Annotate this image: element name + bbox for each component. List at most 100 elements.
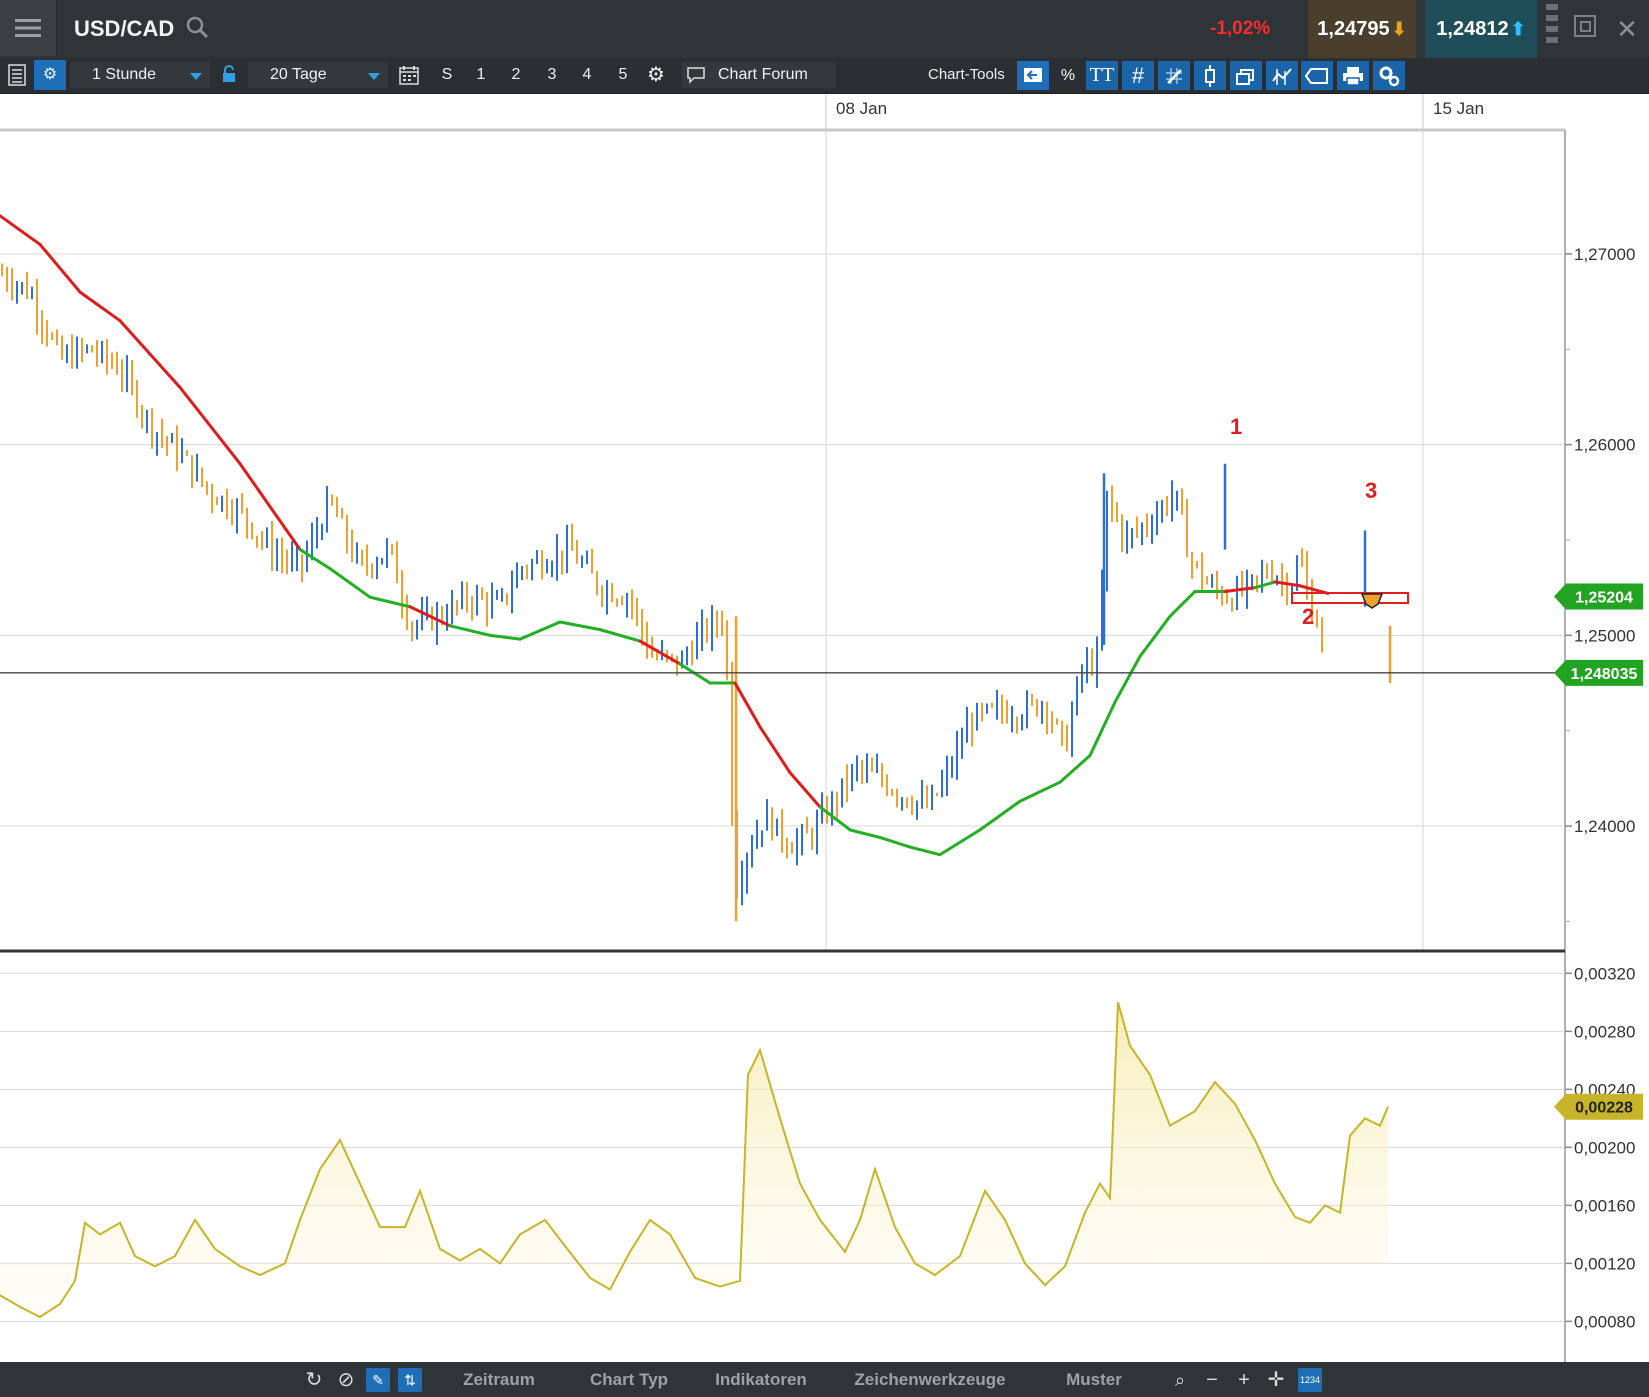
- crosshair-draw-icon[interactable]: [1158, 61, 1190, 90]
- grid-icon[interactable]: #: [1122, 61, 1154, 90]
- moving-average-segment: [1138, 614, 1172, 658]
- interval-value: 1 Stunde: [92, 66, 157, 83]
- zoom-search-icon[interactable]: ⌕: [1174, 1370, 1186, 1390]
- search-icon[interactable]: [186, 16, 210, 45]
- moving-average-segment: [733, 681, 762, 729]
- moving-average-segment: [368, 595, 412, 609]
- order-marker-icon[interactable]: [1360, 593, 1384, 609]
- y-tick-label: 1,26000: [1574, 436, 1635, 455]
- muster-tab[interactable]: Muster: [1066, 1370, 1122, 1389]
- calendar-icon[interactable]: [396, 62, 422, 88]
- moving-average-segment: [598, 628, 642, 643]
- moving-average-segment: [558, 620, 602, 632]
- moving-average-segment: [638, 639, 682, 666]
- price-chart[interactable]: 08 Jan 15 Jan 1,27000 1,26000 1,25000 1,240…: [0, 94, 1649, 1362]
- zeichenwerkzeuge-tab[interactable]: Zeichenwerkzeuge: [854, 1370, 1006, 1389]
- y-tick-label: 0,00160: [1574, 1196, 1635, 1215]
- annotation-1: 1: [1230, 414, 1242, 439]
- moving-average-segment: [38, 242, 82, 294]
- list-icon[interactable]: [4, 62, 30, 88]
- annotation-3: 3: [1365, 478, 1377, 503]
- moving-average-segment: [788, 771, 822, 809]
- close-icon[interactable]: ✕: [1616, 14, 1638, 44]
- label-tag-icon[interactable]: [1301, 61, 1333, 90]
- range-button-5[interactable]: 5: [618, 66, 628, 83]
- indicator-area-fill: [0, 1002, 1388, 1317]
- detach-window-icon[interactable]: [1570, 14, 1600, 44]
- candlestick-icon[interactable]: [1194, 61, 1226, 90]
- moving-average-segment: [1168, 589, 1197, 618]
- zoom-in-icon[interactable]: +: [1238, 1369, 1250, 1391]
- ask-price-button[interactable]: 1,24812 ⬆: [1425, 0, 1537, 58]
- price-gridlines: [0, 253, 1565, 827]
- indicator-chart-icon[interactable]: [1266, 61, 1298, 90]
- crosshair-icon[interactable]: ✛: [1267, 1369, 1285, 1391]
- y-tick-label: 0,00080: [1574, 1312, 1635, 1331]
- indicator-panel: 0,003200,002800,002400,002000,001600,001…: [0, 964, 1643, 1331]
- zoom-out-icon[interactable]: −: [1206, 1369, 1218, 1391]
- y-tick-label: 0,00120: [1574, 1254, 1635, 1273]
- symbol-label: USD/CAD: [74, 16, 175, 41]
- moving-average-segment: [448, 624, 492, 637]
- hamburger-icon: [15, 19, 41, 37]
- text-tool-icon[interactable]: TT: [1086, 61, 1118, 90]
- lock-icon[interactable]: [218, 62, 240, 88]
- settings-gear-icon[interactable]: ⚙: [34, 60, 66, 90]
- moving-average-segment: [818, 805, 852, 832]
- data-table-icon[interactable]: 1234: [1298, 1368, 1322, 1392]
- bid-price: 1,24795: [1317, 17, 1390, 40]
- x-tick-label: 08 Jan: [836, 99, 887, 118]
- print-icon[interactable]: [1337, 61, 1369, 90]
- chevron-down-icon: [368, 73, 380, 80]
- moving-average-segment: [118, 319, 182, 389]
- moving-average-segment: [518, 620, 562, 641]
- moving-average-segment: [328, 567, 372, 599]
- range-button-4[interactable]: 4: [582, 66, 592, 83]
- range-button-3[interactable]: 3: [547, 66, 557, 83]
- moving-average-segment: [298, 548, 332, 571]
- moving-average-segment: [938, 828, 982, 857]
- range-dropdown[interactable]: 20 Tage: [248, 62, 388, 88]
- prohibit-icon[interactable]: ⊘: [337, 1369, 355, 1391]
- range-button-2[interactable]: 2: [511, 66, 521, 83]
- moving-average-segment: [488, 633, 522, 641]
- indicator-axis: 0,003200,002800,002400,002000,001600,001…: [1565, 964, 1635, 1331]
- moving-average-segment: [1058, 753, 1092, 784]
- sort-arrows-icon[interactable]: ⇅: [398, 1368, 422, 1392]
- chart-settings-icon[interactable]: [1373, 61, 1405, 90]
- menu-button[interactable]: [0, 0, 57, 56]
- chart-forum-button[interactable]: Chart Forum: [682, 62, 836, 88]
- range-button-1[interactable]: 1: [476, 66, 486, 83]
- moving-average-segment: [1113, 654, 1142, 704]
- back-arrow-icon[interactable]: [1017, 61, 1049, 90]
- chart-typ-tab[interactable]: Chart Typ: [589, 1370, 669, 1389]
- drag-handle-icon[interactable]: [1546, 4, 1558, 54]
- price-tag-label: 1,25204: [1575, 589, 1633, 606]
- range-button-s[interactable]: S: [441, 66, 453, 83]
- price-axis: 1,27000 1,26000 1,25000 1,24000: [1565, 245, 1635, 922]
- chart-toolbar: ⚙ 1 Stunde 20 Tage S 1 2 3 4 5 ⚙ Chart F…: [0, 58, 1649, 94]
- range-value: 20 Tage: [270, 66, 327, 83]
- moving-average-segment: [0, 214, 42, 246]
- time-axis: [0, 94, 1649, 130]
- layers-icon[interactable]: [1230, 61, 1262, 90]
- price-tag-shape: [1554, 659, 1643, 686]
- support-zone-rectangle[interactable]: [1291, 592, 1409, 604]
- moving-average-segment: [78, 290, 122, 323]
- bottom-toolbar: ↻ ⊘ ✎ ⇅ Zeitraum Chart Typ Indikatoren Z…: [0, 1362, 1649, 1397]
- refresh-icon[interactable]: ↻: [305, 1369, 323, 1391]
- indikatoren-tab[interactable]: Indikatoren: [715, 1370, 807, 1389]
- zeitraum-tab[interactable]: Zeitraum: [463, 1370, 535, 1389]
- moving-average-segment: [1253, 580, 1277, 590]
- percent-toggle[interactable]: %: [1060, 67, 1076, 84]
- pencil-icon[interactable]: ✎: [366, 1368, 390, 1392]
- interval-dropdown[interactable]: 1 Stunde: [70, 62, 210, 88]
- bid-price-button[interactable]: 1,24795 ⬇: [1308, 0, 1416, 58]
- price-tag-shape: [1554, 583, 1643, 610]
- indicator-value-tag: 0,00228: [1554, 1093, 1643, 1120]
- gear-icon[interactable]: ⚙: [647, 64, 665, 86]
- candlestick-series: [1, 263, 1392, 922]
- price-panel: 1,27000 1,26000 1,25000 1,24000 1,25204 1,24…: [0, 130, 1643, 1362]
- x-tick-label: 15 Jan: [1433, 99, 1484, 118]
- moving-average-segment: [408, 605, 452, 628]
